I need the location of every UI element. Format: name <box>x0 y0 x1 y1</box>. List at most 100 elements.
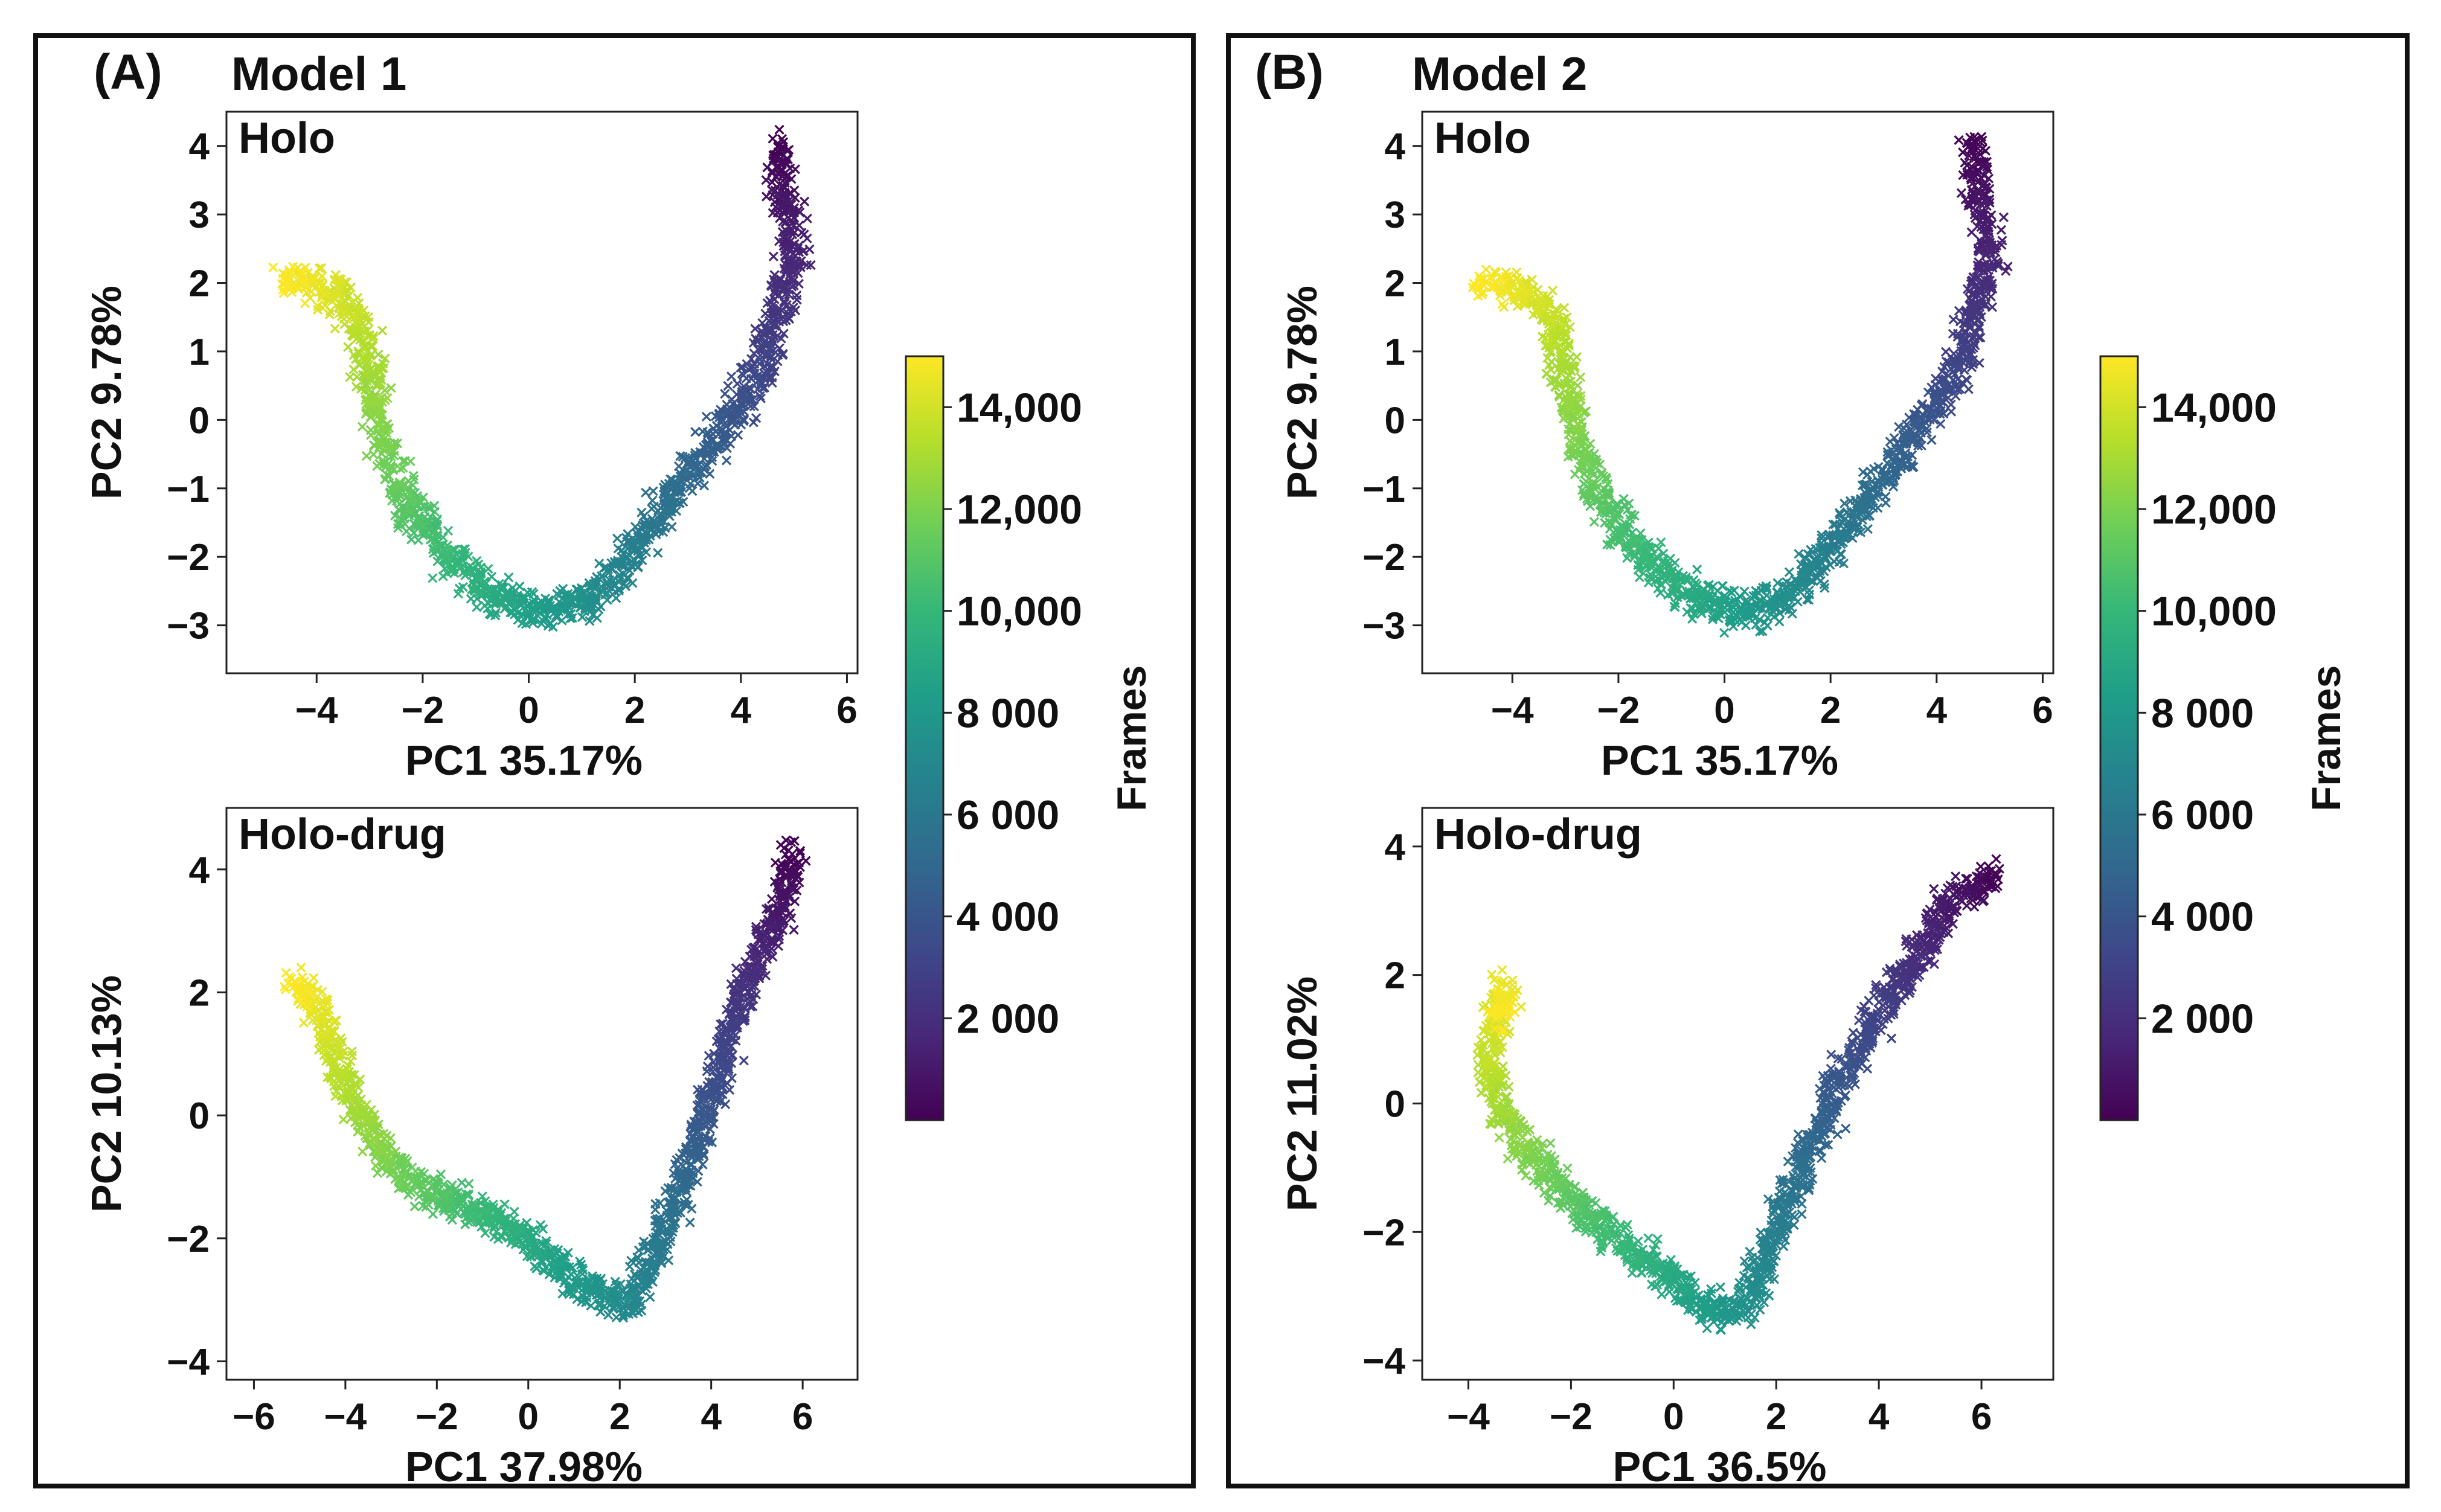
scatter-point <box>724 1032 735 1043</box>
scatter-point <box>768 208 778 218</box>
scatter-point <box>647 504 657 514</box>
scatter-point <box>750 324 760 334</box>
scatter-point <box>749 949 759 959</box>
scatter-point <box>584 578 594 588</box>
x-tick-label: −4 <box>324 1396 367 1438</box>
scatter-point <box>577 612 588 623</box>
scatter-point <box>395 464 406 474</box>
scatter-point <box>706 1112 716 1123</box>
scatter-point <box>762 162 772 173</box>
scatter-point <box>460 570 470 581</box>
scatter-point <box>766 281 777 291</box>
scatter-point <box>595 589 606 600</box>
scatter-point <box>441 550 451 560</box>
scatter-point <box>586 606 596 616</box>
scatter-point <box>473 559 484 569</box>
scatter-point <box>629 554 639 564</box>
scatter-point <box>772 356 783 367</box>
scatter-point <box>375 367 386 378</box>
scatter-point <box>650 1199 661 1209</box>
panel-b: (B) Model 2 <box>1226 33 2410 1488</box>
scatter-point <box>453 589 463 599</box>
scatter-point <box>637 555 647 566</box>
scatter-point <box>601 578 612 589</box>
scatter-point <box>673 1165 684 1176</box>
scatter-point <box>687 1133 698 1143</box>
y-tick-label: 3 <box>189 194 210 236</box>
scatter-point <box>774 343 784 353</box>
scatter-point <box>362 330 373 341</box>
plot-title: Holo <box>239 114 335 162</box>
scatter-point <box>748 971 758 981</box>
scatter-point <box>375 420 385 430</box>
scatter-point <box>516 600 526 610</box>
x-tick-label: 6 <box>792 1396 813 1438</box>
scatter-point <box>372 362 383 372</box>
scatter-point <box>540 612 550 622</box>
scatter-point <box>762 350 772 360</box>
scatter-point <box>396 514 406 524</box>
scatter-point <box>502 589 513 599</box>
scatter-point <box>766 185 777 196</box>
x-tick-label: 0 <box>1714 690 1734 731</box>
scatter-point <box>698 1093 708 1103</box>
scatter-point <box>669 1185 679 1196</box>
x-tick-label: −6 <box>233 1396 275 1438</box>
x-tick-label: −2 <box>415 1396 458 1438</box>
scatter-point <box>526 604 536 614</box>
scatter-point <box>795 846 806 856</box>
scatter-point <box>357 421 367 432</box>
scatter-point <box>672 1185 682 1196</box>
scatter-point <box>467 584 477 595</box>
scatter-point <box>804 244 815 255</box>
scatter-point <box>690 427 701 437</box>
scatter-point <box>785 163 795 173</box>
scatter-point <box>463 565 473 575</box>
scatter-point <box>613 543 623 554</box>
scatter-point <box>313 301 323 312</box>
scatter-point <box>671 483 681 493</box>
x-tick-label: 6 <box>2032 690 2053 731</box>
scatter-point <box>585 616 595 626</box>
scatter-point <box>802 233 812 244</box>
scatter-point <box>774 179 784 190</box>
scatter-point <box>695 450 705 460</box>
scatter-point <box>781 154 792 164</box>
scatter-point <box>366 430 376 440</box>
scatter-point <box>373 406 383 417</box>
scatter-point <box>332 281 342 292</box>
y-tick-label: 2 <box>1385 263 1405 305</box>
scatter-point <box>787 884 798 894</box>
scatter-point <box>704 1118 714 1129</box>
scatter-point <box>595 581 606 592</box>
scatter-point <box>781 264 791 275</box>
scatter-point <box>792 295 802 305</box>
scatter-point <box>736 408 746 418</box>
scatter-point <box>775 840 786 850</box>
scatter-point <box>385 442 396 453</box>
scatter-point <box>784 889 794 900</box>
scatter-point <box>786 913 797 923</box>
scatter-point <box>504 572 514 583</box>
scatter-point <box>527 615 537 625</box>
scatter-point <box>778 328 789 339</box>
scatter-point <box>740 1003 750 1013</box>
scatter-point <box>403 482 413 493</box>
scatter-point <box>510 609 520 620</box>
scatter-point <box>306 286 316 297</box>
plot-title: Holo-drug <box>239 810 446 859</box>
scatter-point <box>363 405 373 415</box>
scatter-point <box>472 573 482 584</box>
scatter-point <box>728 984 739 995</box>
scatter-point <box>776 333 786 344</box>
scatter-point <box>799 196 810 207</box>
scatter-point <box>741 396 751 407</box>
scatter-point <box>411 520 421 530</box>
scatter-point <box>787 209 797 219</box>
scatter-point <box>351 382 362 392</box>
y-tick-label: −2 <box>167 537 210 578</box>
scatter-point <box>547 603 557 613</box>
